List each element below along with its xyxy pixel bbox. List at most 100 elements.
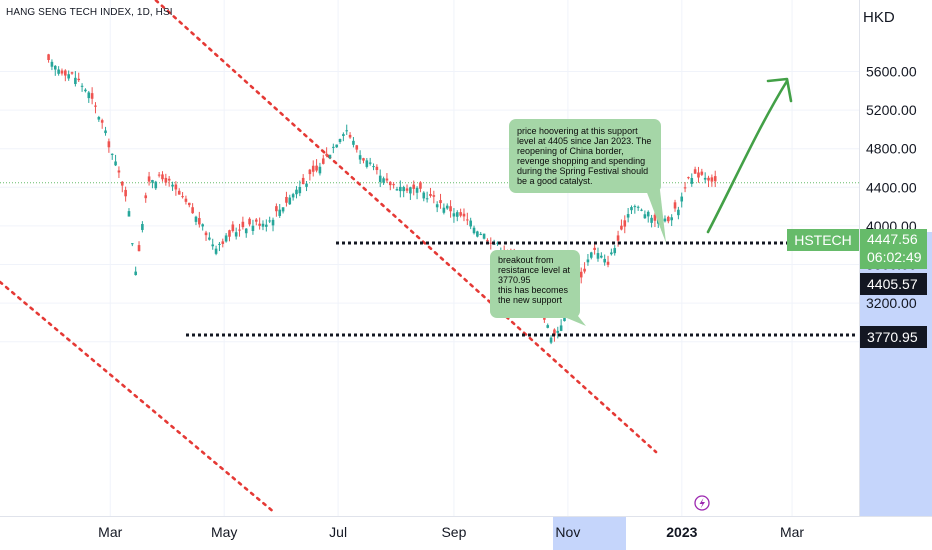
candle-body bbox=[77, 78, 81, 81]
candle-body bbox=[127, 211, 131, 217]
descending-trendline-lower[interactable] bbox=[0, 280, 277, 515]
candle-body bbox=[228, 230, 231, 237]
candle-body bbox=[285, 196, 288, 203]
candle-body bbox=[459, 212, 462, 216]
candle-body bbox=[191, 207, 194, 214]
candle-body bbox=[469, 220, 472, 227]
candle-body bbox=[70, 72, 74, 74]
candle-body bbox=[141, 224, 144, 230]
bar-countdown: 06:02:49 bbox=[867, 249, 922, 265]
candle-body bbox=[258, 223, 261, 226]
candle-body bbox=[147, 176, 151, 182]
candle-body bbox=[308, 169, 312, 175]
note-line: 3770.95 bbox=[498, 275, 531, 285]
candle-body bbox=[204, 232, 208, 236]
candle-body bbox=[388, 181, 392, 186]
candle-body bbox=[278, 209, 282, 216]
candle-body bbox=[305, 183, 308, 187]
candle-body bbox=[452, 213, 456, 217]
candle-body bbox=[643, 214, 647, 219]
candle-body bbox=[265, 224, 268, 227]
candle-body bbox=[610, 252, 613, 255]
candle-body bbox=[187, 202, 191, 206]
candle-body bbox=[117, 170, 121, 173]
candle-body bbox=[234, 232, 238, 237]
ticker-badge-label: HSTECH bbox=[794, 232, 852, 248]
last-price-badge[interactable] bbox=[860, 229, 927, 269]
candle-body bbox=[231, 224, 235, 231]
candle-body bbox=[559, 325, 563, 331]
candle-body bbox=[633, 206, 637, 208]
support-upper-badge[interactable] bbox=[860, 273, 927, 295]
candle-body bbox=[224, 235, 228, 242]
upper-note-pointer bbox=[646, 190, 666, 243]
candle-body bbox=[683, 187, 687, 189]
candle-body bbox=[365, 160, 369, 167]
note-line: this has becomes bbox=[498, 285, 569, 295]
note-line: revenge shopping and spending bbox=[517, 156, 646, 166]
candle-body bbox=[496, 242, 499, 244]
grid bbox=[0, 0, 859, 516]
candle-body bbox=[281, 207, 285, 212]
candle-body bbox=[64, 70, 67, 76]
candle-body bbox=[157, 174, 161, 176]
candle-body bbox=[131, 243, 134, 245]
candle-body bbox=[218, 243, 221, 245]
candle-body bbox=[422, 192, 426, 199]
candle-body bbox=[208, 237, 211, 240]
candle-body bbox=[425, 198, 429, 200]
lower-annotation-note[interactable]: breakout from resistance level at 3770.9… bbox=[490, 250, 580, 318]
candle-body bbox=[703, 177, 707, 180]
candle-body bbox=[107, 141, 111, 148]
candle-body bbox=[80, 85, 84, 87]
support-lower-badge[interactable] bbox=[860, 326, 927, 348]
candle-body bbox=[244, 228, 248, 234]
candle-body bbox=[489, 242, 493, 244]
candle-body bbox=[291, 194, 295, 198]
time-tick-label: Sep bbox=[441, 524, 466, 540]
symbol-title[interactable]: HANG SENG TECH INDEX, 1D, HSI bbox=[6, 7, 173, 18]
ticker-badge[interactable] bbox=[787, 229, 859, 251]
candle-body bbox=[486, 240, 489, 242]
price-tick-labels: 5600.005200.004800.004400.004000.003600.… bbox=[866, 64, 917, 350]
candle-body bbox=[429, 194, 432, 196]
candle-body bbox=[301, 177, 305, 185]
candle-body bbox=[198, 218, 201, 225]
descending-trendline-upper[interactable] bbox=[150, 0, 658, 454]
candle-body bbox=[405, 188, 409, 191]
candle-body bbox=[472, 227, 476, 234]
candle-body bbox=[663, 218, 667, 222]
candle-body bbox=[295, 189, 298, 195]
candle-body bbox=[201, 224, 204, 227]
candle-body bbox=[177, 190, 181, 195]
uptrend-arrow[interactable] bbox=[706, 79, 789, 234]
candle-body bbox=[593, 247, 596, 250]
candle-body bbox=[623, 220, 627, 227]
uptrend-arrow-head bbox=[766, 77, 793, 103]
time-tick-label: Mar bbox=[98, 524, 122, 540]
time-tick-label: Mar bbox=[780, 524, 804, 540]
candle-body bbox=[399, 186, 402, 192]
candle-body bbox=[442, 207, 446, 213]
time-range-highlight bbox=[553, 516, 626, 550]
note-line: the new support bbox=[498, 295, 563, 305]
candle-body bbox=[439, 200, 442, 204]
candle-body bbox=[161, 174, 164, 180]
candle-body bbox=[288, 197, 292, 205]
upper-annotation-note[interactable]: price hoovering at this support level at… bbox=[509, 119, 661, 193]
candle-body bbox=[137, 245, 141, 252]
candle-body bbox=[271, 219, 275, 226]
candle-body bbox=[462, 213, 466, 217]
candle-body bbox=[606, 261, 610, 265]
candle-body bbox=[680, 196, 684, 202]
candle-body bbox=[375, 166, 379, 171]
candle-body bbox=[124, 189, 127, 197]
candle-body bbox=[482, 233, 486, 239]
price-tick-label: 4400.00 bbox=[866, 179, 917, 195]
candle-body bbox=[53, 65, 57, 70]
candle-body bbox=[697, 172, 700, 178]
candle-body bbox=[261, 223, 265, 227]
candle-body bbox=[589, 252, 593, 258]
candle-body bbox=[630, 207, 633, 211]
